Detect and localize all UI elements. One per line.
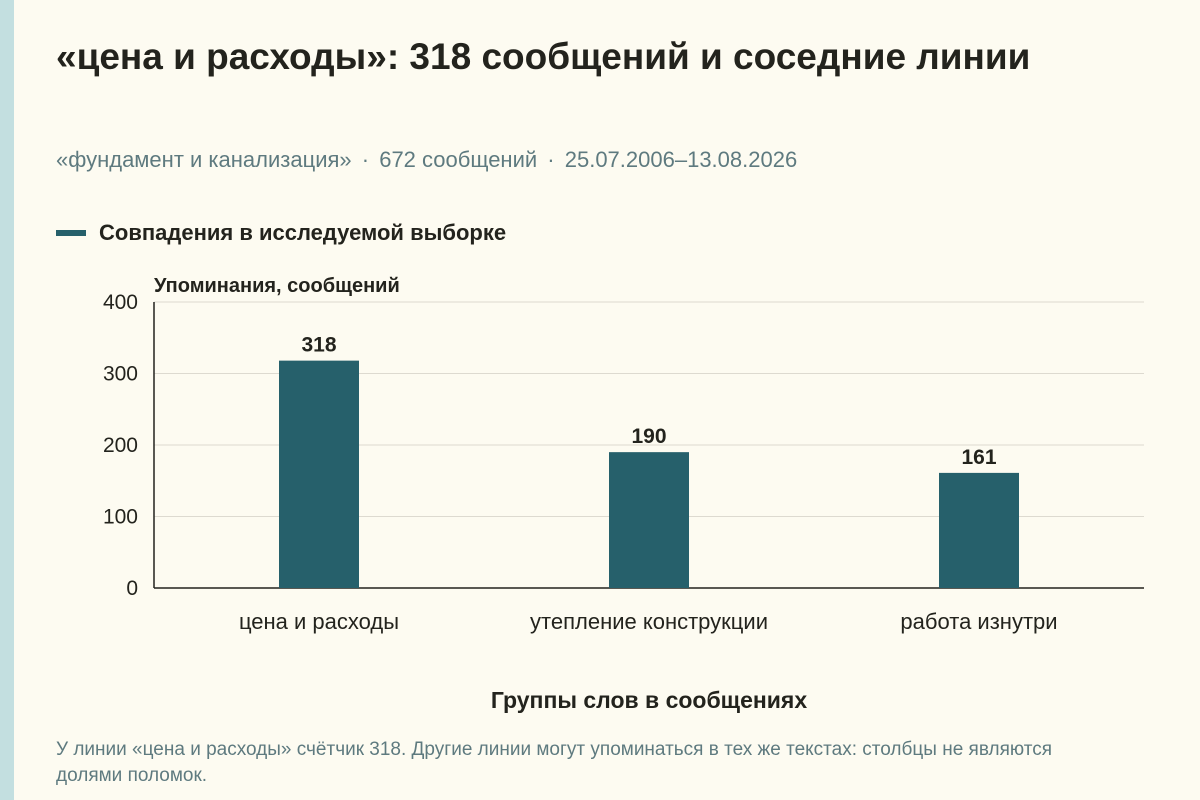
subtitle-message-count: 672 сообщений xyxy=(379,147,538,172)
chart-footnote: У линии «цена и расходы» счётчик 318. Др… xyxy=(56,739,1052,786)
subtitle-date-range: 25.07.2006–13.08.2026 xyxy=(564,147,798,172)
y-tick-label: 100 xyxy=(103,506,138,529)
subtitle-separator: · xyxy=(361,147,370,172)
x-axis-title: Группы слов в сообщениях xyxy=(491,687,807,713)
x-tick-label: работа изнутри xyxy=(900,609,1057,634)
y-tick-label: 0 xyxy=(126,577,138,600)
y-axis-title: Упоминания, сообщений xyxy=(154,275,400,297)
y-tick-label: 400 xyxy=(103,291,138,314)
subtitle-topic: «фундамент и канализация» xyxy=(56,147,352,172)
y-tick-label: 300 xyxy=(103,363,138,386)
bar xyxy=(609,452,689,588)
legend-swatch xyxy=(56,230,86,236)
left-accent-stripe xyxy=(0,0,14,800)
bars-layer xyxy=(279,360,1019,588)
labels-layer: 0 100 200 300 400 318 цена и расходы 190 утеплен… xyxy=(103,291,1058,634)
bar-value-label: 318 xyxy=(301,334,336,357)
chart-subtitle: «фундамент и канализация» · 672 сообщени… xyxy=(56,147,797,173)
bar xyxy=(279,360,359,588)
legend-label: Совпадения в исследуемой выборке xyxy=(99,220,507,245)
y-tick-label: 200 xyxy=(103,434,138,457)
x-tick-label: утепление конструкции xyxy=(530,609,768,634)
bar-value-label: 161 xyxy=(961,446,996,469)
bar xyxy=(939,472,1019,588)
x-tick-label: цена и расходы xyxy=(239,609,399,634)
subtitle-separator: · xyxy=(547,147,555,172)
chart-legend: Совпадения в исследуемой выборке xyxy=(56,219,506,247)
chart-title: «цена и расходы»: 318 сообщений и соседн… xyxy=(56,36,1031,77)
bar-value-label: 190 xyxy=(631,425,666,448)
